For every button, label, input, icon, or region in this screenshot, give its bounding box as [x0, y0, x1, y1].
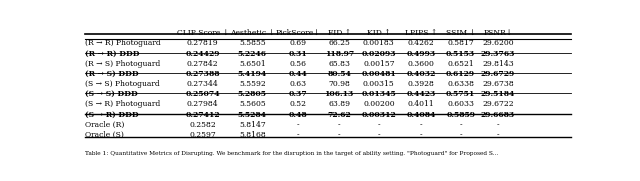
- Text: 0.4262: 0.4262: [408, 39, 435, 47]
- Text: 5.6501: 5.6501: [239, 60, 266, 68]
- Text: 0.5751: 0.5751: [446, 90, 476, 98]
- Text: 0.00312: 0.00312: [362, 111, 396, 119]
- Text: 0.6338: 0.6338: [447, 80, 474, 88]
- Text: -: -: [378, 131, 380, 139]
- Text: 5.8147: 5.8147: [239, 121, 266, 129]
- Text: KID ↑: KID ↑: [367, 29, 390, 37]
- Text: -: -: [497, 131, 499, 139]
- Text: 0.52: 0.52: [290, 100, 307, 108]
- Text: -: -: [338, 131, 340, 139]
- Text: PSNR↓: PSNR↓: [483, 29, 513, 37]
- Text: -: -: [297, 131, 300, 139]
- Text: PickScore↓: PickScore↓: [276, 29, 321, 37]
- Text: -: -: [378, 121, 380, 129]
- Text: 0.00157: 0.00157: [363, 60, 395, 68]
- Text: 0.6521: 0.6521: [447, 60, 474, 68]
- Text: 72.62: 72.62: [327, 111, 351, 119]
- Text: 0.02093: 0.02093: [362, 50, 396, 58]
- Text: -: -: [497, 121, 499, 129]
- Text: 0.6129: 0.6129: [446, 70, 476, 78]
- Text: (S → S) Photoguard: (S → S) Photoguard: [85, 80, 160, 88]
- Text: 0.56: 0.56: [290, 60, 307, 68]
- Text: 0.3600: 0.3600: [408, 60, 435, 68]
- Text: 29.6200: 29.6200: [482, 39, 514, 47]
- Text: 0.44: 0.44: [289, 70, 308, 78]
- Text: 0.27842: 0.27842: [187, 60, 219, 68]
- Text: 5.5284: 5.5284: [238, 111, 267, 119]
- Text: 29.6722: 29.6722: [482, 100, 514, 108]
- Text: 5.8168: 5.8168: [239, 131, 266, 139]
- Text: 5.2805: 5.2805: [238, 90, 267, 98]
- Text: 106.13: 106.13: [324, 90, 354, 98]
- Text: 0.27819: 0.27819: [187, 39, 219, 47]
- Text: 0.27412: 0.27412: [186, 111, 220, 119]
- Text: 0.00481: 0.00481: [362, 70, 396, 78]
- Text: LPIPS ↑: LPIPS ↑: [405, 29, 437, 37]
- Text: 63.89: 63.89: [328, 100, 350, 108]
- Text: 0.5153: 0.5153: [446, 50, 476, 58]
- Text: 29.6729: 29.6729: [481, 70, 515, 78]
- Text: CLIP Score ↓: CLIP Score ↓: [177, 29, 228, 37]
- Text: 0.4032: 0.4032: [406, 70, 436, 78]
- Text: (R → R) DDD: (R → R) DDD: [85, 50, 140, 58]
- Text: 5.2246: 5.2246: [238, 50, 267, 58]
- Text: 0.00183: 0.00183: [363, 39, 395, 47]
- Text: -: -: [338, 121, 340, 129]
- Text: 65.83: 65.83: [328, 60, 350, 68]
- Text: Oracle (S): Oracle (S): [85, 131, 124, 139]
- Text: -: -: [420, 121, 422, 129]
- Text: 0.27388: 0.27388: [186, 70, 220, 78]
- Text: (R → R) Photoguard: (R → R) Photoguard: [85, 39, 161, 47]
- Text: Aesthetic ↓: Aesthetic ↓: [230, 29, 275, 37]
- Text: 29.3763: 29.3763: [481, 50, 515, 58]
- Text: 0.27984: 0.27984: [187, 100, 219, 108]
- Text: 66.25: 66.25: [328, 39, 350, 47]
- Text: 29.6738: 29.6738: [482, 80, 514, 88]
- Text: 0.3928: 0.3928: [408, 80, 435, 88]
- Text: 0.48: 0.48: [289, 111, 308, 119]
- Text: -: -: [460, 121, 462, 129]
- Text: 0.6033: 0.6033: [447, 100, 474, 108]
- Text: 80.54: 80.54: [327, 70, 351, 78]
- Text: Oracle (R): Oracle (R): [85, 121, 124, 129]
- Text: 0.00315: 0.00315: [363, 80, 395, 88]
- Text: 5.4194: 5.4194: [237, 70, 267, 78]
- Text: 29.5184: 29.5184: [481, 90, 515, 98]
- Text: 29.6683: 29.6683: [481, 111, 515, 119]
- Text: 0.5817: 0.5817: [447, 39, 474, 47]
- Text: 0.69: 0.69: [290, 39, 307, 47]
- Text: 5.5605: 5.5605: [239, 100, 266, 108]
- Text: (S → R) Photoguard: (S → R) Photoguard: [85, 100, 160, 108]
- Text: SSIM ↓: SSIM ↓: [445, 29, 476, 37]
- Text: 0.4423: 0.4423: [406, 90, 436, 98]
- Text: 5.5592: 5.5592: [239, 80, 266, 88]
- Text: 0.01345: 0.01345: [362, 90, 396, 98]
- Text: (S → R) DDD: (S → R) DDD: [85, 111, 139, 119]
- Text: 0.24429: 0.24429: [186, 50, 220, 58]
- Text: 0.4011: 0.4011: [408, 100, 435, 108]
- Text: 0.2597: 0.2597: [189, 131, 216, 139]
- Text: Table 1: Quantitative Metrics of Disrupting. We benchmark for the disruption in : Table 1: Quantitative Metrics of Disrupt…: [85, 151, 498, 156]
- Text: 118.97: 118.97: [324, 50, 354, 58]
- Text: (R → S) DDD: (R → S) DDD: [85, 70, 139, 78]
- Text: 70.98: 70.98: [328, 80, 350, 88]
- Text: FID ↑: FID ↑: [328, 29, 351, 37]
- Text: 0.63: 0.63: [290, 80, 307, 88]
- Text: 0.4084: 0.4084: [406, 111, 436, 119]
- Text: (R → S) Photoguard: (R → S) Photoguard: [85, 60, 160, 68]
- Text: 0.25074: 0.25074: [186, 90, 220, 98]
- Text: 0.4993: 0.4993: [406, 50, 436, 58]
- Text: -: -: [297, 121, 300, 129]
- Text: 0.37: 0.37: [289, 90, 308, 98]
- Text: (S → S) DDD: (S → S) DDD: [85, 90, 138, 98]
- Text: 0.00200: 0.00200: [363, 100, 395, 108]
- Text: 5.5855: 5.5855: [239, 39, 266, 47]
- Text: 0.27344: 0.27344: [187, 80, 219, 88]
- Text: 0.5859: 0.5859: [446, 111, 475, 119]
- Text: 0.2582: 0.2582: [189, 121, 216, 129]
- Text: 0.31: 0.31: [289, 50, 308, 58]
- Text: -: -: [420, 131, 422, 139]
- Text: 29.8143: 29.8143: [482, 60, 514, 68]
- Text: -: -: [460, 131, 462, 139]
